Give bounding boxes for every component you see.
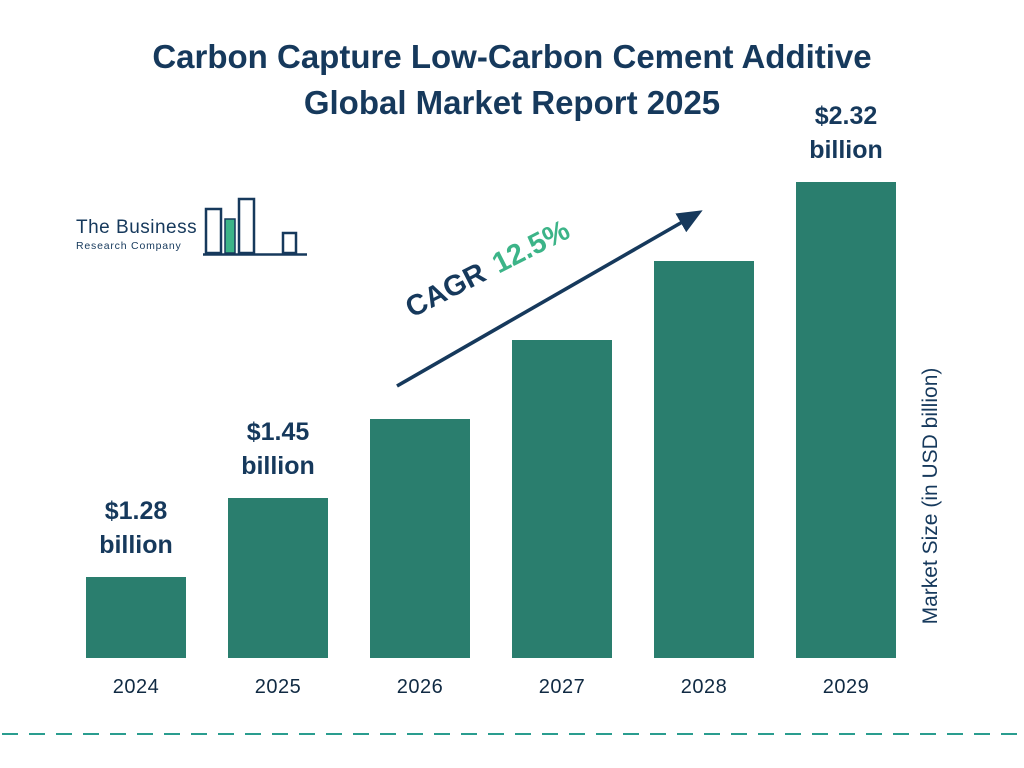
x-axis-label-2025: 2025: [254, 676, 302, 698]
bar-2025: [228, 498, 328, 658]
page-title: Carbon Capture Low-Carbon Cement Additiv…: [0, 34, 1024, 125]
bar-2024: [86, 577, 186, 658]
x-axis-label-2024: 2024: [112, 676, 160, 698]
y-axis-title: Market Size (in USD billion): [919, 367, 942, 625]
bar-2027: [512, 340, 612, 658]
page-title-line1: Carbon Capture Low-Carbon Cement Additiv…: [152, 38, 872, 75]
page-title-line2: Global Market Report 2025: [303, 83, 721, 121]
bar-value-label-2024: $1.28 billion: [99, 497, 173, 559]
bar-2028: [654, 261, 754, 658]
bar-value-label-2029: $2.32 billion: [809, 102, 883, 164]
x-axis-label-2029: 2029: [822, 676, 870, 698]
bar-2026: [370, 419, 470, 658]
x-axis-label-2027: 2027: [538, 676, 586, 698]
company-logo-name: The Business: [76, 217, 198, 238]
x-axis-label-2028: 2028: [680, 676, 728, 698]
bar-2029: [796, 182, 896, 658]
company-logo-text: The Business Research Company: [76, 217, 197, 258]
bar-chart-logo-icon: [203, 197, 308, 256]
bottom-divider: [2, 733, 1022, 735]
x-axis-label-2026: 2026: [396, 676, 444, 698]
company-logo: The Business Research Company: [76, 196, 309, 258]
bar-value-label-2025: $1.45 billion: [241, 418, 315, 480]
company-logo-subname: Research Company: [76, 240, 182, 252]
